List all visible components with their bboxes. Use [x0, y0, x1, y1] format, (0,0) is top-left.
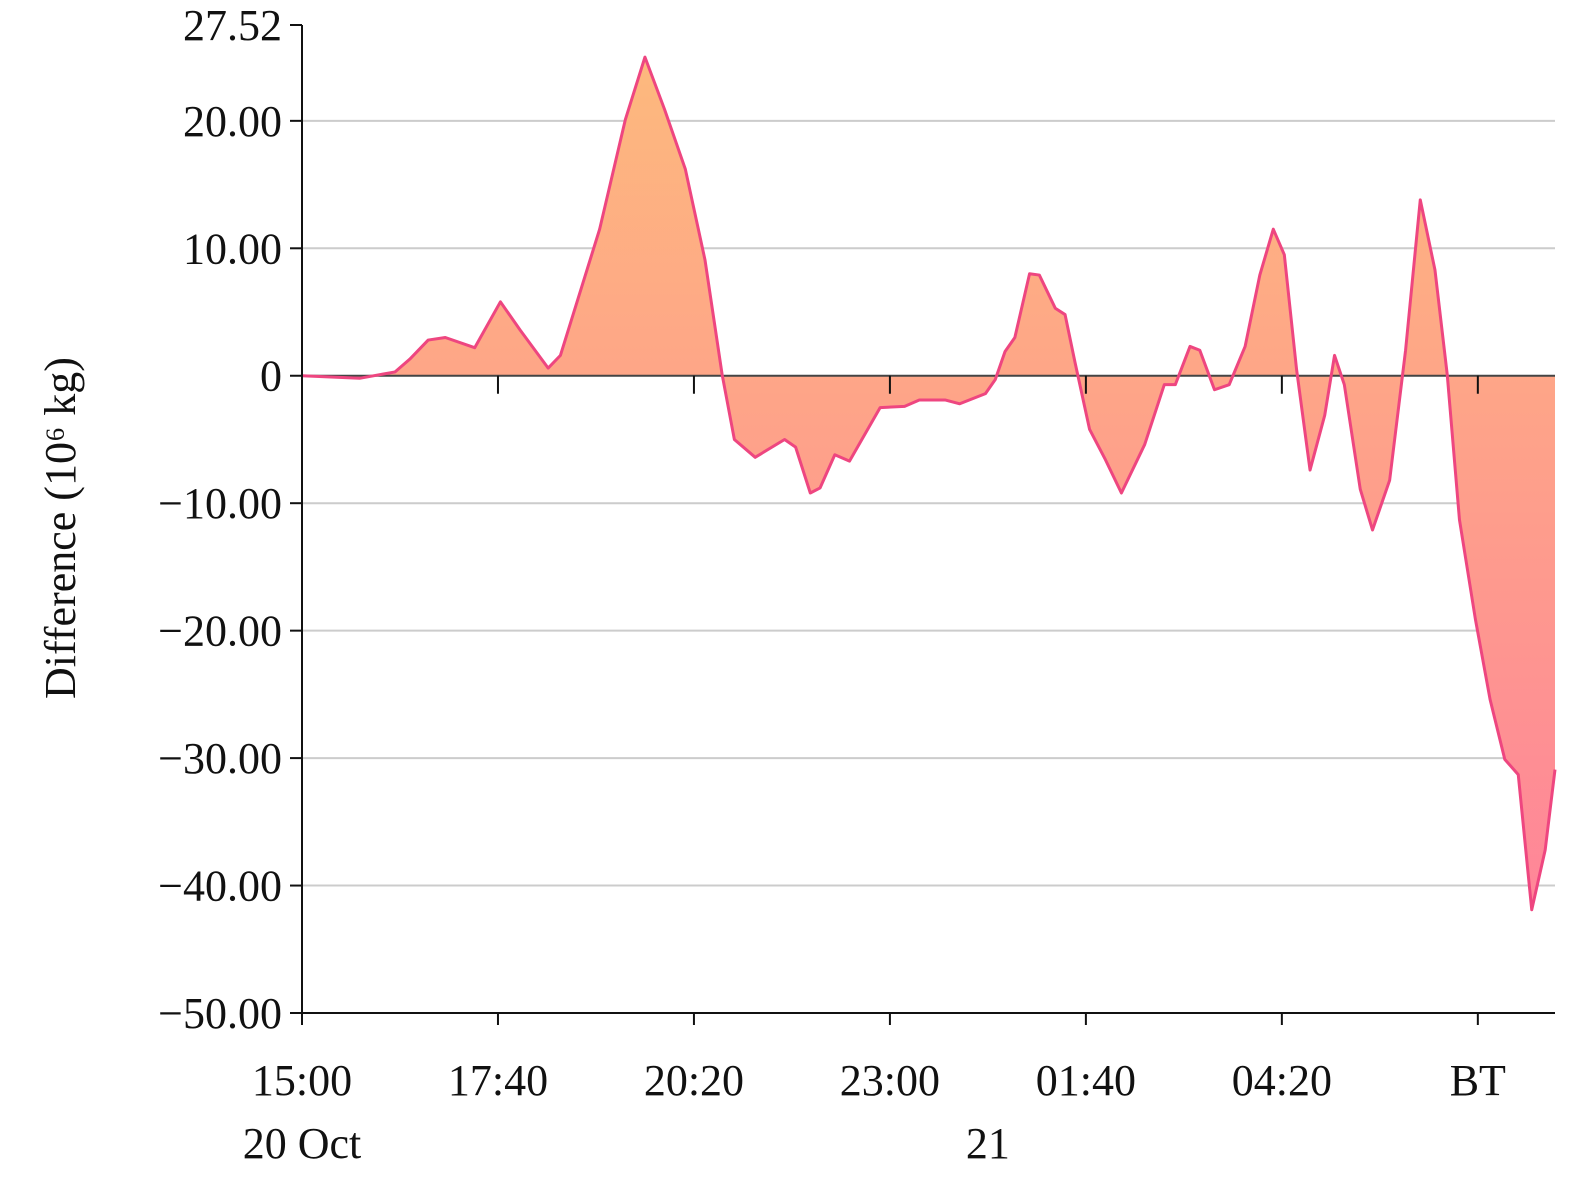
x-tick-label: 20:20 — [644, 1056, 744, 1105]
x-tick-label: 04:20 — [1232, 1056, 1332, 1105]
x-tick-label: BT — [1450, 1056, 1506, 1105]
y-tick-label: −50.00 — [158, 989, 282, 1038]
y-tick-label: −10.00 — [158, 479, 282, 528]
y-axis-label: Difference (10⁶ kg) — [36, 357, 85, 699]
grid — [302, 119, 1555, 887]
axes: −50.00 −40.00 −30.00 −20.00 −10.00 0 10.00 20.0… — [158, 1, 1555, 1168]
x-tick-label: 17:40 — [448, 1056, 548, 1105]
y-tick-label: −20.00 — [158, 607, 282, 656]
plot — [301, 55, 1557, 912]
y-tick-label: 0 — [260, 352, 282, 401]
y-tick-label: −40.00 — [158, 862, 282, 911]
y-tick-label: −30.00 — [158, 734, 282, 783]
x-tick-label: 15:00 — [252, 1056, 352, 1105]
y-tick-label: 20.00 — [183, 97, 282, 146]
x-tick-label: 23:00 — [840, 1056, 940, 1105]
y-tick-label: 27.52 — [183, 1, 282, 50]
x-tick-label: 01:40 — [1036, 1056, 1136, 1105]
y-tick-label: 10.00 — [183, 224, 282, 273]
x-date-label: 21 — [966, 1119, 1010, 1168]
area — [302, 57, 1555, 910]
x-date-label: 20 Oct — [243, 1119, 362, 1168]
line — [301, 55, 1557, 912]
